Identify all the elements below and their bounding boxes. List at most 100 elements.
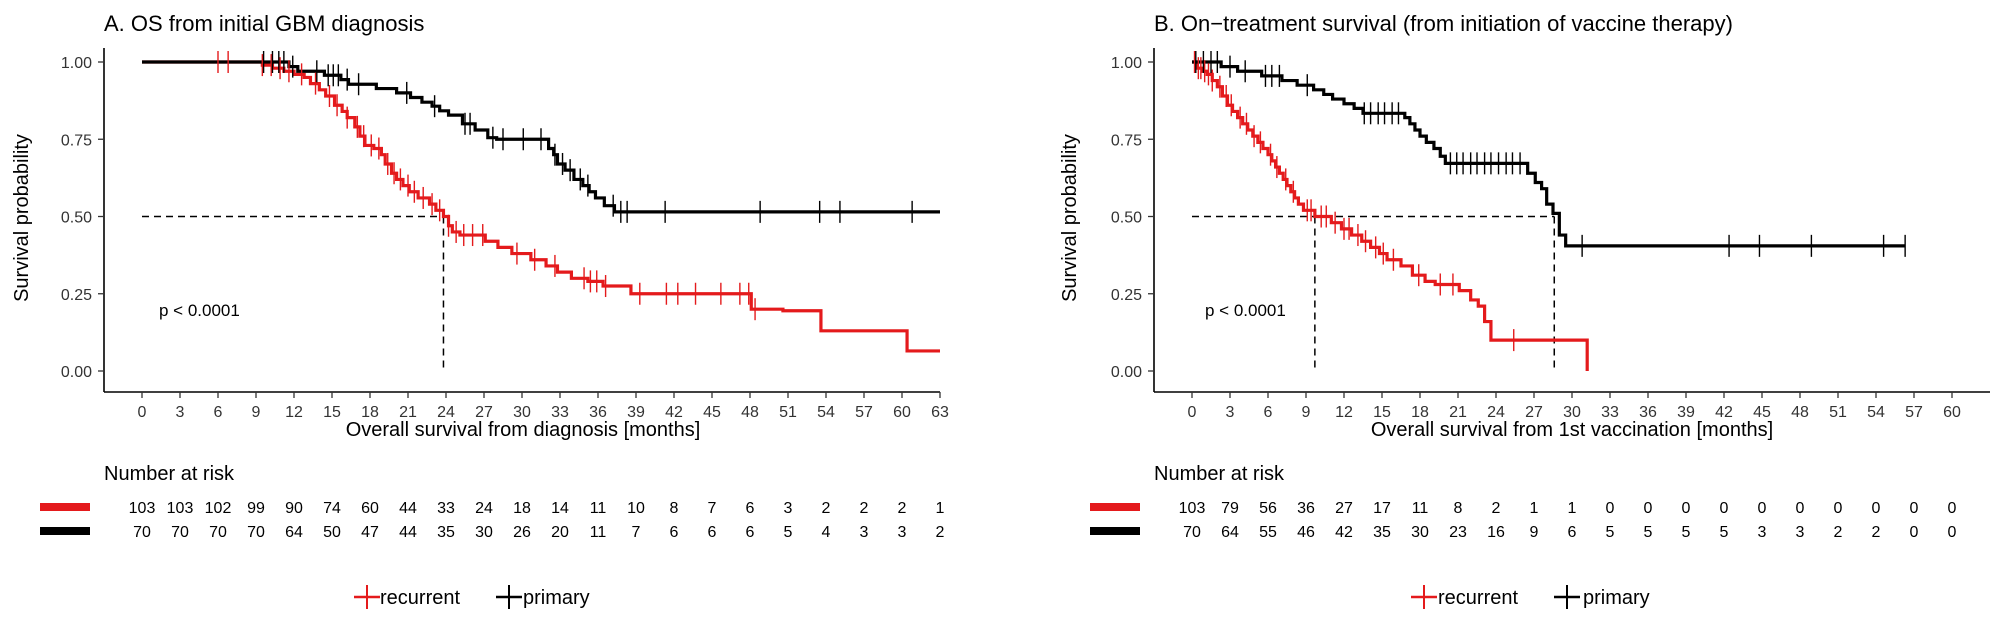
risk-value-recurrent: 27 — [1335, 500, 1353, 517]
risk-value-recurrent: 103 — [167, 500, 194, 517]
x-tick-label: 30 — [1563, 404, 1581, 421]
x-tick-label: 15 — [323, 404, 341, 421]
risk-value-primary: 0 — [1948, 524, 1957, 541]
risk-value-primary: 7 — [632, 524, 641, 541]
risk-value-recurrent: 56 — [1259, 500, 1277, 517]
x-tick-label: 33 — [1601, 404, 1619, 421]
risk-value-recurrent: 1 — [1568, 500, 1577, 517]
risk-value-primary: 30 — [1411, 524, 1429, 541]
panel-b-title: B. On−treatment survival (from initiatio… — [1154, 11, 1733, 36]
y-tick-label: 1.00 — [61, 55, 92, 72]
risk-value-primary: 0 — [1910, 524, 1919, 541]
legend-b-primary-label: primary — [1583, 587, 1650, 609]
x-tick-label: 30 — [513, 404, 531, 421]
risk-value-primary: 20 — [551, 524, 569, 541]
risk-value-recurrent: 2 — [822, 500, 831, 517]
risk-value-recurrent: 33 — [437, 500, 455, 517]
y-tick-label: 0.25 — [61, 287, 92, 304]
legend-panel-b: recurrent primary — [1411, 585, 1650, 609]
risk-value-recurrent: 0 — [1948, 500, 1957, 517]
risk-value-primary: 70 — [209, 524, 227, 541]
panel-a-risk-title: Number at risk — [104, 463, 235, 485]
panel-a-xlabel: Overall survival from diagnosis [months] — [346, 419, 701, 441]
risk-value-primary: 70 — [1183, 524, 1201, 541]
risk-value-recurrent: 24 — [475, 500, 493, 517]
risk-value-recurrent: 8 — [1454, 500, 1463, 517]
risk-value-recurrent: 0 — [1606, 500, 1615, 517]
risk-value-recurrent: 44 — [399, 500, 417, 517]
panel-b: B. On−treatment survival (from initiatio… — [1059, 11, 1990, 541]
y-tick-label: 0.50 — [61, 210, 92, 227]
risk-value-recurrent: 17 — [1373, 500, 1391, 517]
km-curve-primary — [1192, 60, 1906, 248]
panel-b-ylabel: Survival probability — [1059, 134, 1081, 302]
risk-value-primary: 5 — [1644, 524, 1653, 541]
legend-b-recurrent-label: recurrent — [1438, 587, 1518, 609]
risk-value-recurrent: 90 — [285, 500, 303, 517]
x-tick-label: 63 — [931, 404, 949, 421]
risk-value-primary: 5 — [1682, 524, 1691, 541]
risk-value-recurrent: 0 — [1644, 500, 1653, 517]
risk-value-recurrent: 60 — [361, 500, 379, 517]
x-tick-label: 21 — [1449, 404, 1467, 421]
x-tick-label: 15 — [1373, 404, 1391, 421]
x-tick-label: 45 — [703, 404, 721, 421]
risk-value-primary: 44 — [399, 524, 417, 541]
risk-value-recurrent: 18 — [513, 500, 531, 517]
risk-value-recurrent: 2 — [860, 500, 869, 517]
risk-value-recurrent: 0 — [1872, 500, 1881, 517]
risk-value-recurrent: 103 — [1179, 500, 1206, 517]
x-tick-label: 42 — [1715, 404, 1733, 421]
risk-value-primary: 6 — [746, 524, 755, 541]
risk-value-primary: 70 — [171, 524, 189, 541]
risk-value-recurrent: 2 — [898, 500, 907, 517]
risk-value-recurrent: 10 — [627, 500, 645, 517]
risk-value-recurrent: 103 — [129, 500, 156, 517]
y-tick-label: 0.50 — [1111, 210, 1142, 227]
x-tick-label: 51 — [779, 404, 797, 421]
x-tick-label: 9 — [252, 404, 261, 421]
risk-value-primary: 70 — [247, 524, 265, 541]
risk-value-recurrent: 79 — [1221, 500, 1239, 517]
x-tick-label: 51 — [1829, 404, 1847, 421]
x-tick-label: 0 — [1188, 404, 1197, 421]
risk-value-recurrent: 102 — [205, 500, 232, 517]
x-tick-label: 3 — [176, 404, 185, 421]
risk-value-primary: 64 — [285, 524, 303, 541]
risk-value-recurrent: 0 — [1834, 500, 1843, 517]
risk-value-primary: 9 — [1530, 524, 1539, 541]
x-tick-label: 54 — [1867, 404, 1885, 421]
risk-value-recurrent: 0 — [1758, 500, 1767, 517]
risk-value-recurrent: 1 — [936, 500, 945, 517]
x-tick-label: 24 — [1487, 404, 1505, 421]
risk-value-primary: 42 — [1335, 524, 1353, 541]
risk-value-primary: 46 — [1297, 524, 1315, 541]
x-tick-label: 48 — [1791, 404, 1809, 421]
x-tick-label: 60 — [1943, 404, 1961, 421]
panel-a-pvalue: p < 0.0001 — [159, 301, 240, 320]
panel-b-xlabel: Overall survival from 1st vaccination [m… — [1371, 419, 1773, 441]
risk-value-primary: 64 — [1221, 524, 1239, 541]
risk-value-recurrent: 11 — [590, 500, 607, 517]
x-tick-label: 57 — [855, 404, 873, 421]
x-tick-label: 45 — [1753, 404, 1771, 421]
risk-value-primary: 47 — [361, 524, 379, 541]
y-tick-label: 0.75 — [61, 132, 92, 149]
risk-value-recurrent: 7 — [708, 500, 717, 517]
x-tick-label: 39 — [627, 404, 645, 421]
x-tick-label: 3 — [1226, 404, 1235, 421]
x-tick-label: 57 — [1905, 404, 1923, 421]
risk-value-primary: 3 — [860, 524, 869, 541]
panel-a-title: A. OS from initial GBM diagnosis — [104, 11, 424, 36]
risk-value-primary: 6 — [1568, 524, 1577, 541]
x-tick-label: 21 — [399, 404, 417, 421]
risk-value-recurrent: 99 — [247, 500, 265, 517]
x-tick-label: 18 — [1411, 404, 1429, 421]
risk-value-primary: 23 — [1449, 524, 1467, 541]
risk-value-primary: 6 — [670, 524, 679, 541]
risk-value-recurrent: 0 — [1910, 500, 1919, 517]
risk-value-primary: 5 — [1720, 524, 1729, 541]
x-tick-label: 39 — [1677, 404, 1695, 421]
risk-value-primary: 5 — [784, 524, 793, 541]
